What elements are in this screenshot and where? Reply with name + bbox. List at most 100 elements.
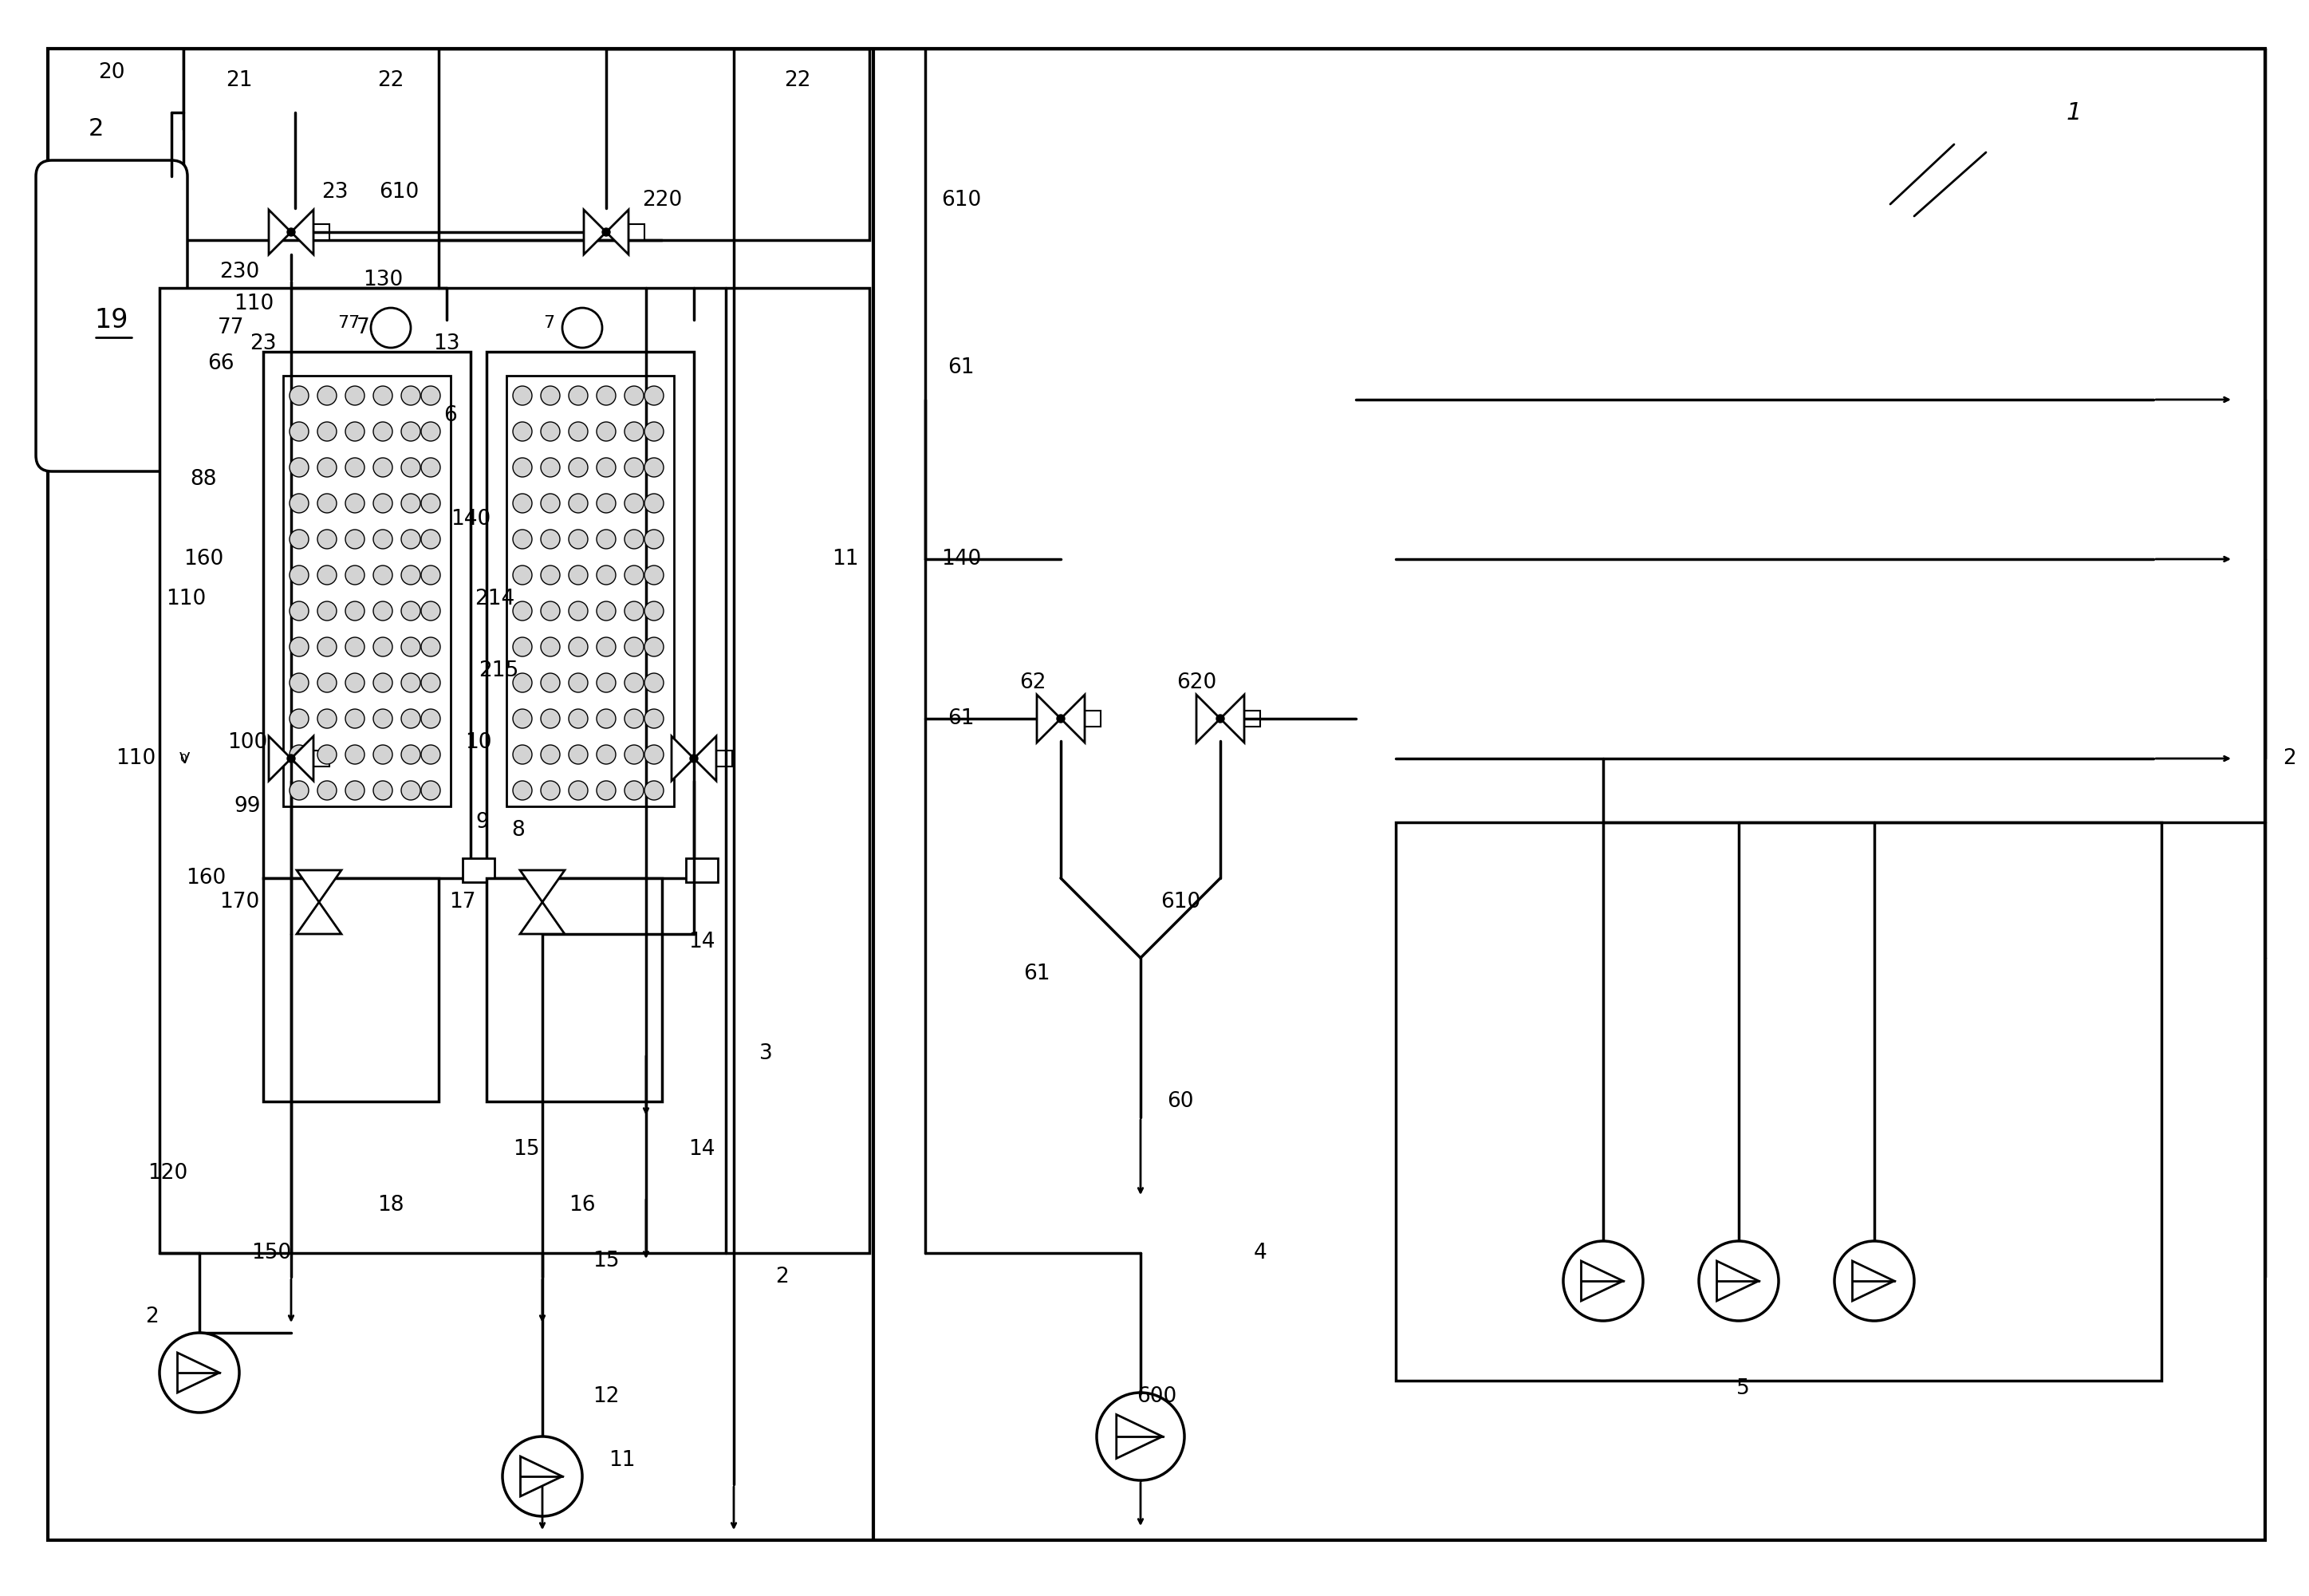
Circle shape (623, 745, 644, 764)
Polygon shape (178, 1353, 219, 1393)
Polygon shape (607, 209, 628, 254)
Circle shape (623, 602, 644, 621)
Circle shape (346, 458, 365, 477)
Text: 21: 21 (226, 70, 252, 91)
Text: 600: 600 (1136, 1387, 1178, 1408)
Circle shape (1058, 715, 1064, 723)
Text: 61: 61 (947, 709, 974, 729)
Polygon shape (584, 209, 607, 254)
Polygon shape (672, 736, 695, 780)
Text: 610: 610 (1161, 892, 1201, 913)
Circle shape (316, 780, 337, 800)
Text: 23: 23 (321, 182, 349, 203)
Circle shape (420, 602, 441, 621)
Circle shape (568, 745, 589, 764)
Bar (487, 351, 695, 878)
Circle shape (420, 530, 441, 549)
Circle shape (568, 458, 589, 477)
Circle shape (623, 709, 644, 728)
Circle shape (568, 493, 589, 512)
Circle shape (568, 637, 589, 656)
Circle shape (402, 602, 420, 621)
Circle shape (346, 565, 365, 584)
Circle shape (374, 565, 393, 584)
Circle shape (346, 493, 365, 512)
Text: 7: 7 (543, 314, 554, 330)
Circle shape (623, 780, 644, 800)
Circle shape (568, 602, 589, 621)
Circle shape (513, 530, 531, 549)
Circle shape (513, 493, 531, 512)
Circle shape (402, 780, 420, 800)
Text: 19: 19 (95, 306, 129, 334)
Text: 14: 14 (688, 932, 716, 953)
Polygon shape (1582, 1261, 1623, 1301)
Circle shape (316, 530, 337, 549)
Bar (686, 859, 718, 883)
Circle shape (623, 421, 644, 440)
Circle shape (690, 755, 697, 763)
Circle shape (596, 745, 617, 764)
Bar (159, 287, 870, 1253)
Circle shape (596, 458, 617, 477)
Circle shape (596, 493, 617, 512)
Circle shape (316, 565, 337, 584)
Text: 88: 88 (189, 469, 217, 490)
Polygon shape (1219, 694, 1245, 742)
Circle shape (623, 530, 644, 549)
Text: 66: 66 (208, 353, 233, 373)
Circle shape (503, 1436, 582, 1516)
Circle shape (568, 674, 589, 693)
Circle shape (644, 709, 663, 728)
Text: 215: 215 (478, 661, 520, 681)
Text: 11: 11 (610, 1451, 635, 1472)
Circle shape (402, 674, 420, 693)
Circle shape (316, 386, 337, 405)
Circle shape (596, 674, 617, 693)
Circle shape (540, 637, 559, 656)
Circle shape (513, 674, 531, 693)
Text: 160: 160 (182, 549, 224, 570)
Polygon shape (520, 902, 566, 934)
Text: 150: 150 (252, 1243, 291, 1264)
Circle shape (289, 458, 309, 477)
Text: 230: 230 (219, 262, 259, 282)
Bar (296, 48, 439, 128)
Bar (506, 375, 674, 806)
Circle shape (289, 745, 309, 764)
Circle shape (596, 530, 617, 549)
Circle shape (159, 1333, 240, 1412)
Circle shape (623, 458, 644, 477)
Circle shape (374, 745, 393, 764)
Circle shape (289, 565, 309, 584)
Circle shape (289, 637, 309, 656)
Polygon shape (268, 736, 291, 780)
Circle shape (289, 602, 309, 621)
Circle shape (420, 709, 441, 728)
Text: 62: 62 (1021, 672, 1046, 693)
Text: 214: 214 (473, 589, 515, 610)
Circle shape (402, 530, 420, 549)
Text: 23: 23 (249, 334, 277, 354)
Circle shape (540, 421, 559, 440)
Text: 60: 60 (1166, 1092, 1194, 1112)
Circle shape (540, 458, 559, 477)
Circle shape (289, 530, 309, 549)
Circle shape (346, 745, 365, 764)
Text: 7: 7 (356, 318, 369, 338)
Circle shape (316, 709, 337, 728)
Bar (284, 375, 450, 806)
Circle shape (568, 565, 589, 584)
Circle shape (289, 386, 309, 405)
Circle shape (568, 386, 589, 405)
Circle shape (644, 421, 663, 440)
Text: 13: 13 (434, 334, 459, 354)
Circle shape (289, 421, 309, 440)
Circle shape (623, 565, 644, 584)
Circle shape (420, 565, 441, 584)
Text: 140: 140 (942, 549, 981, 570)
Text: 610: 610 (942, 190, 981, 211)
Bar (487, 878, 663, 1101)
Circle shape (346, 602, 365, 621)
Circle shape (402, 421, 420, 440)
